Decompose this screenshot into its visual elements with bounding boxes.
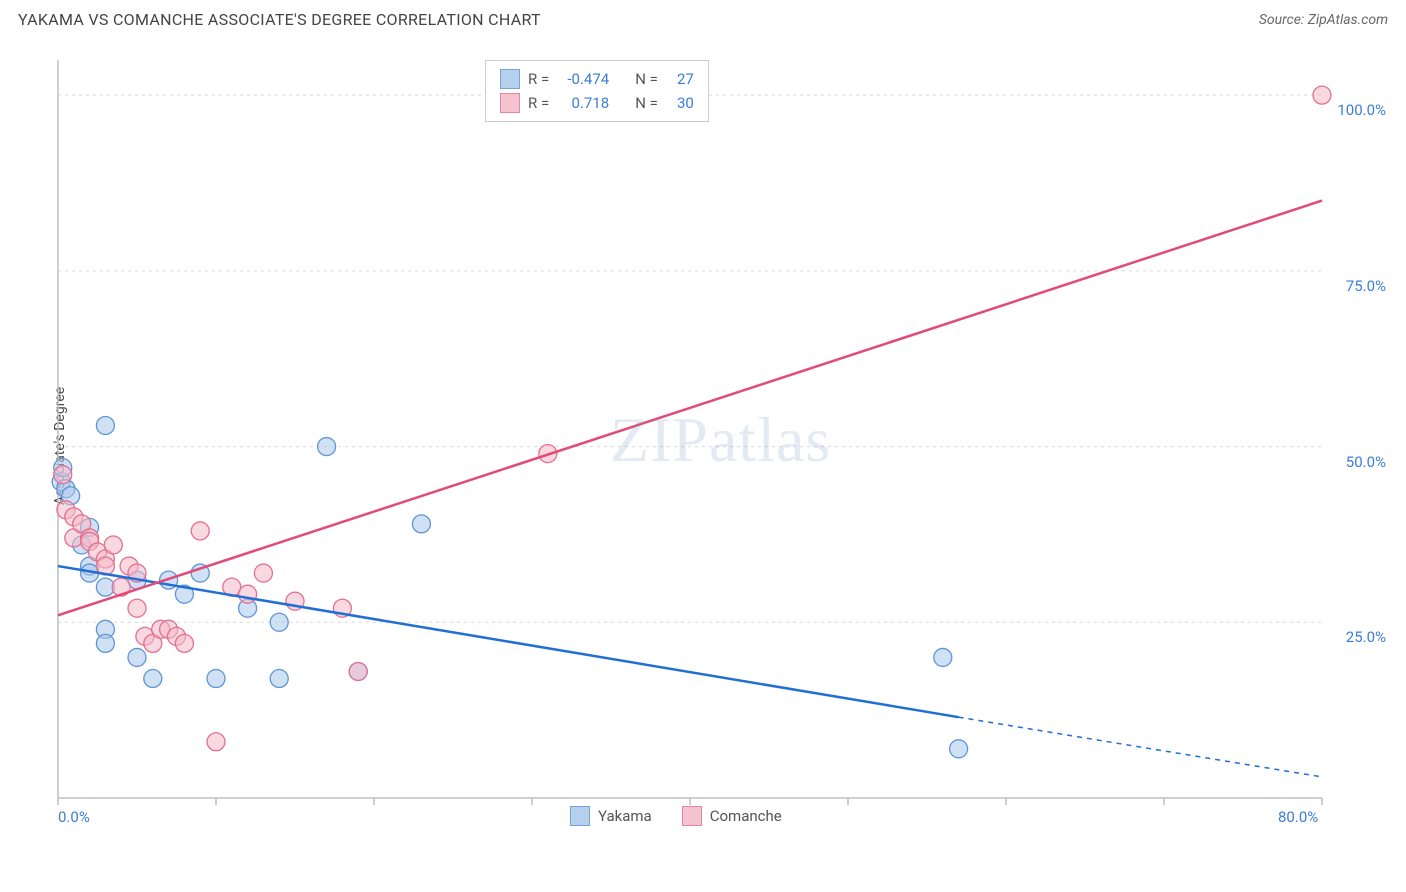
source-attribution: Source: ZipAtlas.com xyxy=(1259,12,1388,28)
legend-item: Yakama xyxy=(570,806,652,826)
x-tick-label: 0.0% xyxy=(58,808,90,826)
legend-swatch xyxy=(500,93,520,113)
legend-swatch xyxy=(500,69,520,89)
legend-series: Yakama Comanche xyxy=(570,806,782,826)
legend-label: Yakama xyxy=(598,807,652,825)
legend-swatch xyxy=(570,806,590,826)
chart-title: YAKAMA VS COMANCHE ASSOCIATE'S DEGREE CO… xyxy=(18,10,541,29)
y-tick-label: 100.0% xyxy=(1337,101,1386,119)
r-label: R = xyxy=(528,91,549,115)
scatter-plot xyxy=(50,48,1390,828)
r-label: R = xyxy=(528,67,549,91)
r-value: -0.474 xyxy=(557,67,609,91)
legend-label: Comanche xyxy=(710,807,782,825)
r-value: 0.718 xyxy=(557,91,609,115)
n-label: N = xyxy=(635,67,658,91)
y-tick-label: 50.0% xyxy=(1346,453,1386,471)
legend-item: Comanche xyxy=(682,806,782,826)
legend-swatch xyxy=(682,806,702,826)
legend-stats-row: R = -0.474 N = 27 xyxy=(500,67,694,91)
chart-area: Associate's Degree ZIPatlas R = -0.474 N… xyxy=(50,48,1390,828)
legend-stats: R = -0.474 N = 27 R = 0.718 N = 30 xyxy=(485,60,709,122)
n-label: N = xyxy=(635,91,658,115)
x-tick-label: 80.0% xyxy=(1278,808,1318,826)
legend-stats-row: R = 0.718 N = 30 xyxy=(500,91,694,115)
y-tick-label: 25.0% xyxy=(1346,628,1386,646)
n-value: 30 xyxy=(666,91,694,115)
y-tick-label: 75.0% xyxy=(1346,277,1386,295)
n-value: 27 xyxy=(666,67,694,91)
